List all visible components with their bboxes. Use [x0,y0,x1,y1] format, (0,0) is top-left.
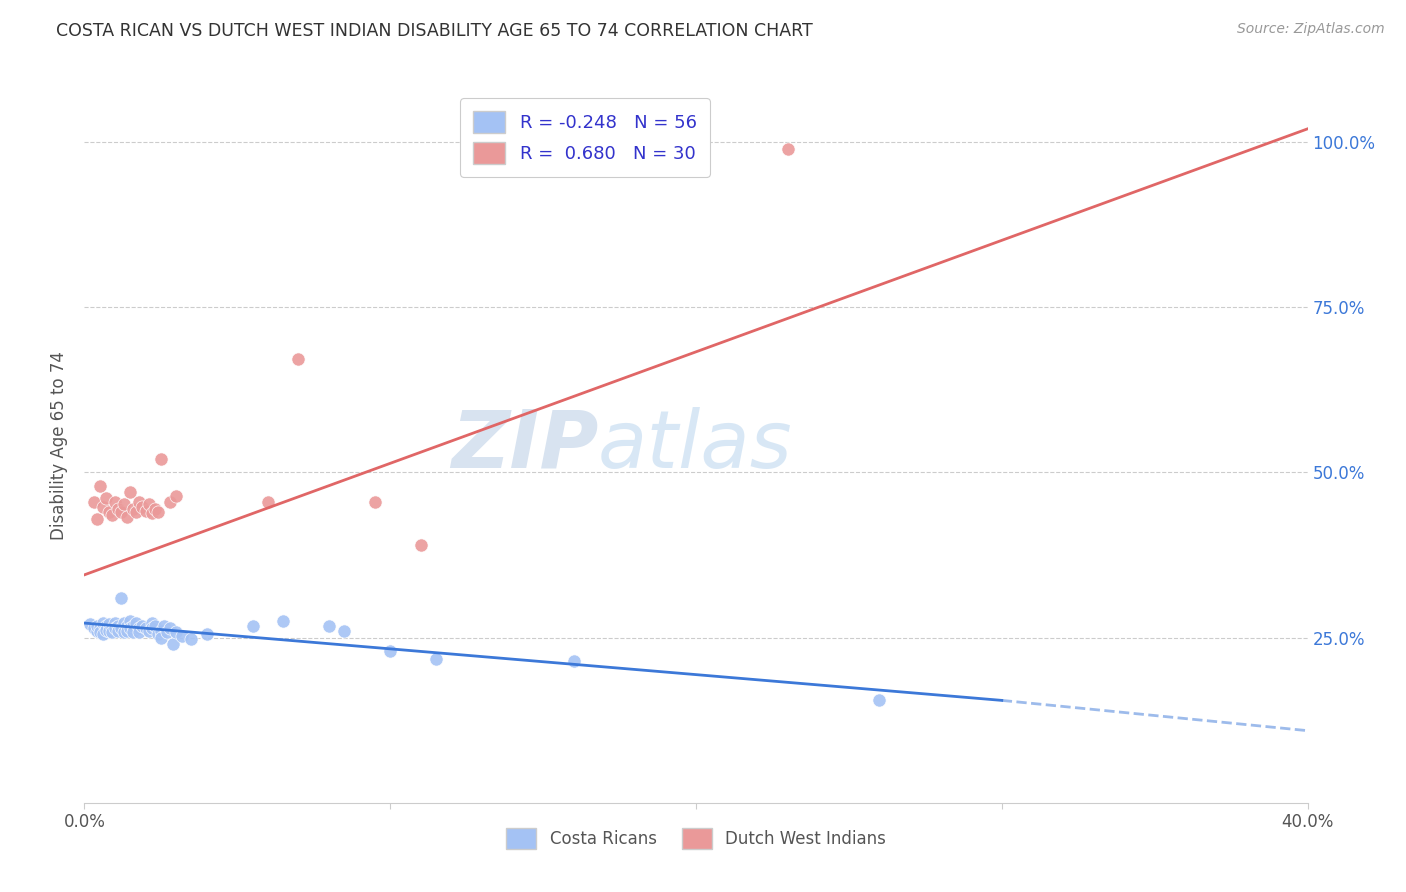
Point [83,621,105,635]
Point [172,629,194,643]
Point [318,618,340,632]
Point [110,505,132,519]
Y-axis label: Disability Age 65 to 74: Disability Age 65 to 74 [51,351,69,541]
Point [115,618,138,632]
Point [364,495,387,509]
Point [120,614,142,628]
Point [153,618,176,632]
Point [122,501,145,516]
Point [97,617,120,632]
Point [149,624,172,638]
Point [107,618,129,632]
Point [89,621,111,635]
Point [135,621,157,635]
Point [104,616,127,631]
Point [143,618,166,632]
Point [165,625,187,640]
Point [97,624,120,638]
Point [409,538,432,552]
Point [79,617,101,632]
Point [94,618,117,632]
Point [146,505,169,519]
Point [120,621,142,635]
Text: Source: ZipAtlas.com: Source: ZipAtlas.com [1237,22,1385,37]
Point [128,625,150,640]
Point [149,452,172,467]
Point [156,625,179,640]
Point [107,624,129,638]
Point [112,616,135,631]
Point [86,618,108,632]
Point [287,351,309,366]
Point [242,618,264,632]
Point [122,618,145,632]
Point [138,624,160,638]
Point [101,625,124,640]
Point [869,693,891,707]
Point [110,621,132,635]
Point [131,500,153,514]
Point [165,489,187,503]
Point [89,625,111,640]
Point [83,495,105,509]
Point [91,500,114,514]
Point [107,501,129,516]
Point [149,631,172,645]
Point [380,644,402,658]
Point [141,621,163,635]
Point [159,495,181,509]
Point [101,621,124,635]
Point [141,507,163,521]
Text: COSTA RICAN VS DUTCH WEST INDIAN DISABILITY AGE 65 TO 74 CORRELATION CHART: COSTA RICAN VS DUTCH WEST INDIAN DISABIL… [56,22,813,40]
Point [104,495,127,509]
Point [94,491,117,505]
Point [128,621,150,635]
Point [135,504,157,518]
Point [131,618,153,632]
Point [120,485,142,500]
Text: ZIP: ZIP [451,407,598,485]
Point [110,591,132,605]
Point [180,632,202,646]
Point [97,505,120,519]
Point [101,508,124,523]
Point [333,624,356,638]
Text: atlas: atlas [598,407,793,485]
Point [94,623,117,637]
Point [91,627,114,641]
Point [128,495,150,509]
Point [115,624,138,638]
Point [122,625,145,640]
Point [86,511,108,525]
Legend: Costa Ricans, Dutch West Indians: Costa Ricans, Dutch West Indians [496,818,896,859]
Point [776,142,799,156]
Point [104,621,127,635]
Point [115,510,138,524]
Point [257,495,280,509]
Point [112,497,135,511]
Point [195,627,218,641]
Point [86,624,108,638]
Point [112,625,135,640]
Point [143,501,166,516]
Point [138,497,160,511]
Point [425,652,447,666]
Point [141,616,163,631]
Point [162,637,184,651]
Point [89,478,111,492]
Point [159,621,181,635]
Point [125,616,148,631]
Point [271,614,294,628]
Point [562,654,585,668]
Point [91,616,114,631]
Point [125,505,148,519]
Point [146,627,169,641]
